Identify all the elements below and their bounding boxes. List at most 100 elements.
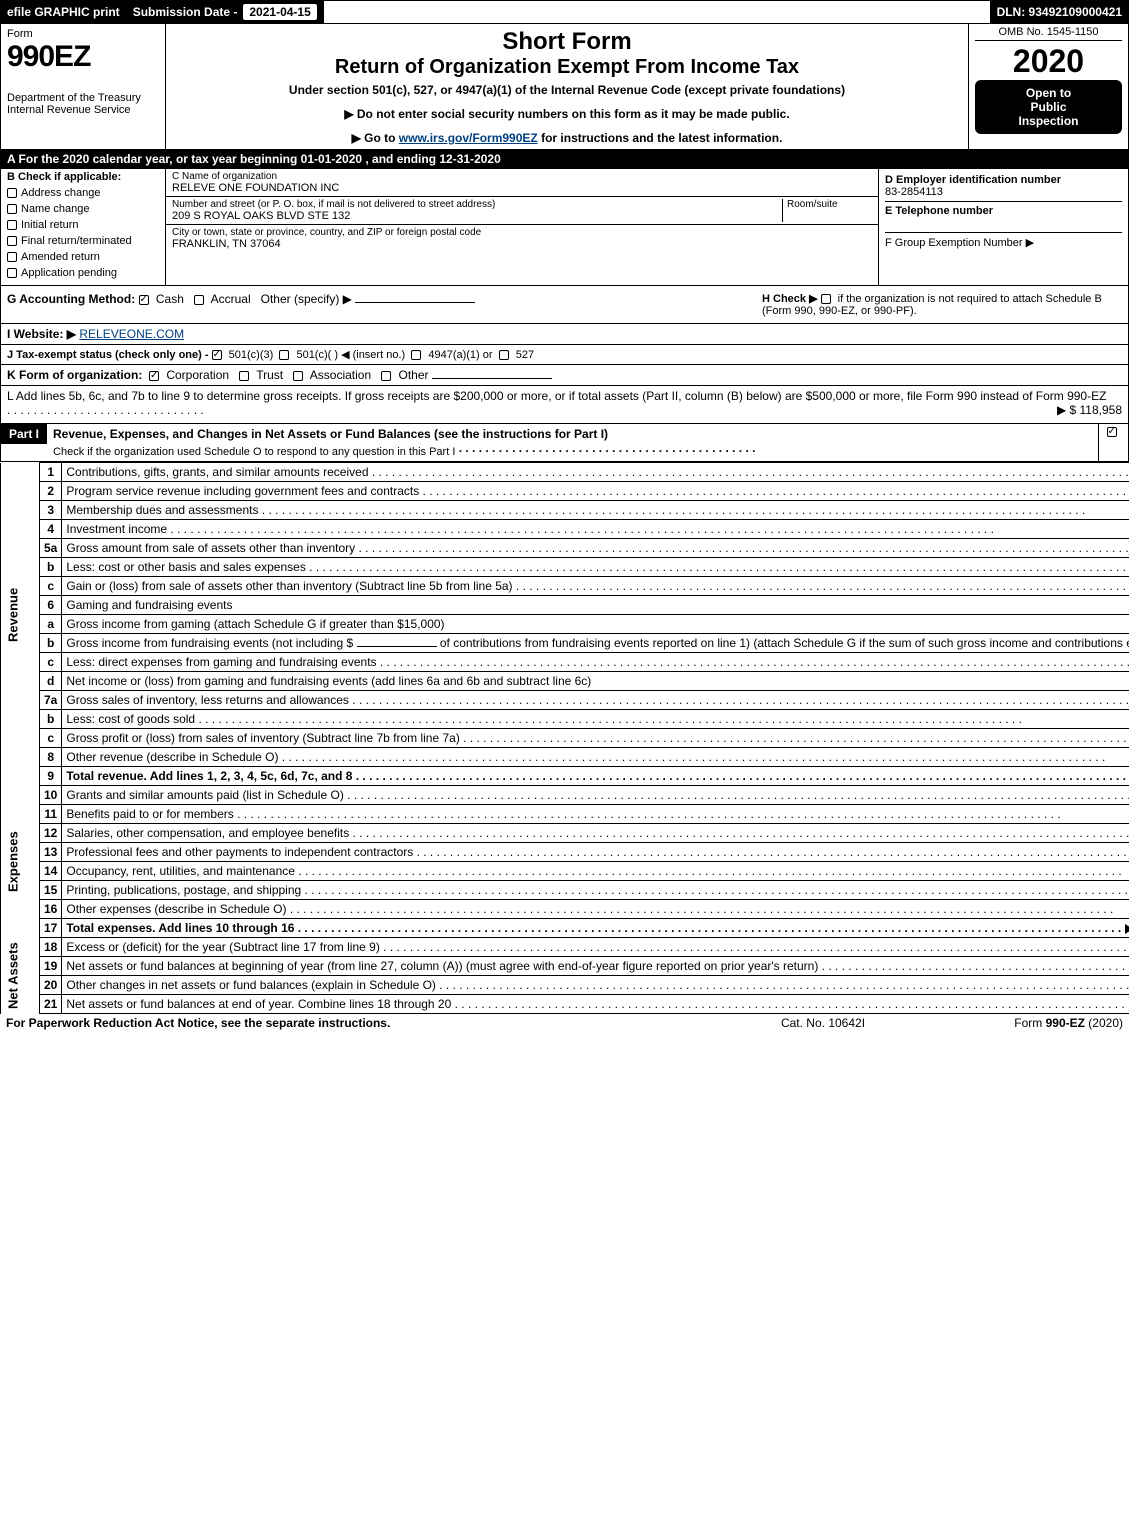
row-k: K Form of organization: Corporation Trus… <box>0 365 1129 386</box>
i-label: I Website: ▶ <box>7 327 76 341</box>
line-2-num: 2 <box>40 482 62 501</box>
row-i: I Website: ▶ RELEVEONE.COM <box>0 324 1129 345</box>
opt-address-change: Address change <box>21 187 101 199</box>
line-5b-desc: Less: cost or other basis and sales expe… <box>66 560 1129 574</box>
d-ein: 83-2854113 <box>885 186 1122 198</box>
c-city-value: FRANKLIN, TN 37064 <box>172 238 872 250</box>
form-number: 990EZ <box>7 40 159 74</box>
c-room-label: Room/suite <box>787 199 872 210</box>
inspection-l2: Public <box>979 100 1118 114</box>
line-1-num: 1 <box>40 463 62 482</box>
website-link[interactable]: RELEVEONE.COM <box>79 327 184 341</box>
under-section: Under section 501(c), 527, or 4947(a)(1)… <box>172 83 962 97</box>
c-city-label: City or town, state or province, country… <box>172 227 872 238</box>
line-2-desc: Program service revenue including govern… <box>66 484 1129 498</box>
open-to-public-box: Open to Public Inspection <box>975 80 1122 134</box>
side-label-expenses: Expenses <box>1 786 40 938</box>
line-7b-num: b <box>40 710 62 729</box>
header-middle: Short Form Return of Organization Exempt… <box>166 24 968 149</box>
checkbox-cash[interactable] <box>139 295 149 305</box>
checkbox-4947[interactable] <box>411 350 421 360</box>
form-label: Form <box>7 28 159 40</box>
goto-prefix: ▶ Go to <box>352 131 399 145</box>
checkbox-name-change[interactable] <box>7 204 17 214</box>
line-17-desc: Total expenses. Add lines 10 through 16 <box>66 921 1121 935</box>
checkbox-501c3[interactable] <box>212 350 222 360</box>
line-15-num: 15 <box>40 881 62 900</box>
header-right: OMB No. 1545-1150 2020 Open to Public In… <box>968 24 1128 149</box>
line-7a-num: 7a <box>40 691 62 710</box>
opt-amended-return: Amended return <box>21 251 100 263</box>
line-9-desc: Total revenue. Add lines 1, 2, 3, 4, 5c,… <box>66 769 1129 783</box>
line-19-num: 19 <box>40 957 62 976</box>
part-i-subtitle: Check if the organization used Schedule … <box>53 446 455 458</box>
part-i-title-wrap: Revenue, Expenses, and Changes in Net As… <box>47 424 1098 461</box>
line-6d-num: d <box>40 672 62 691</box>
e-label: E Telephone number <box>885 205 1122 217</box>
topbar-spacer <box>324 1 991 23</box>
line-18-desc: Excess or (deficit) for the year (Subtra… <box>66 940 1129 954</box>
inspection-l3: Inspection <box>979 114 1118 128</box>
irs-label: Internal Revenue Service <box>7 104 159 116</box>
line-5c-num: c <box>40 577 62 596</box>
omb-number: OMB No. 1545-1150 <box>975 26 1122 41</box>
l-text: L Add lines 5b, 6c, and 7b to line 9 to … <box>7 389 1106 403</box>
row-gh: G Accounting Method: Cash Accrual Other … <box>0 286 1129 324</box>
line-12-num: 12 <box>40 824 62 843</box>
c-street-label: Number and street (or P. O. box, if mail… <box>172 199 782 210</box>
line-8-desc: Other revenue (describe in Schedule O) <box>66 750 1105 764</box>
line-9-num: 9 <box>40 767 62 786</box>
line-7c-desc: Gross profit or (loss) from sales of inv… <box>66 731 1129 745</box>
part-i-header: Part I Revenue, Expenses, and Changes in… <box>0 424 1129 462</box>
section-b-label: B Check if applicable: <box>7 171 159 183</box>
line-14-num: 14 <box>40 862 62 881</box>
checkbox-amended-return[interactable] <box>7 252 17 262</box>
opt-name-change: Name change <box>21 203 90 215</box>
section-def: D Employer identification number 83-2854… <box>878 169 1128 285</box>
submission-date-label: Submission Date - <box>133 5 238 19</box>
c-name-label: C Name of organization <box>172 171 872 182</box>
checkbox-address-change[interactable] <box>7 188 17 198</box>
line-5a-desc: Gross amount from sale of assets other t… <box>66 541 1129 555</box>
opt-initial-return: Initial return <box>21 219 78 231</box>
irs-link[interactable]: www.irs.gov/Form990EZ <box>399 131 538 145</box>
line-8-num: 8 <box>40 748 62 767</box>
opt-final-return: Final return/terminated <box>21 235 132 247</box>
part-i-title: Revenue, Expenses, and Changes in Net As… <box>53 427 608 441</box>
j-501c3: 501(c)(3) <box>229 349 274 361</box>
g-label: G Accounting Method: <box>7 292 135 306</box>
line-6b-num: b <box>40 634 62 653</box>
line-6c-desc: Less: direct expenses from gaming and fu… <box>66 655 1129 669</box>
checkbox-schedule-b-not-required[interactable] <box>821 294 831 304</box>
checkbox-trust[interactable] <box>239 371 249 381</box>
line-13-num: 13 <box>40 843 62 862</box>
short-form-title: Short Form <box>172 28 962 56</box>
line-10-desc: Grants and similar amounts paid (list in… <box>66 788 1129 802</box>
goto-suffix: for instructions and the latest informat… <box>541 131 782 145</box>
k-assoc: Association <box>310 368 371 382</box>
line-16-num: 16 <box>40 900 62 919</box>
line-10-num: 10 <box>40 786 62 805</box>
submission-date-tag: Submission Date - 2021-04-15 <box>127 1 324 23</box>
j-label: J Tax-exempt status (check only one) - <box>7 349 212 361</box>
checkbox-application-pending[interactable] <box>7 268 17 278</box>
checkbox-501c[interactable] <box>279 350 289 360</box>
checkbox-schedule-o-used[interactable] <box>1107 427 1117 437</box>
line-6b-desc2: of contributions from fundraising events… <box>440 636 1129 650</box>
checkbox-527[interactable] <box>499 350 509 360</box>
submission-date-value: 2021-04-15 <box>243 4 316 20</box>
k-trust: Trust <box>256 368 283 382</box>
checkbox-accrual[interactable] <box>194 295 204 305</box>
checkbox-initial-return[interactable] <box>7 220 17 230</box>
checkbox-corporation[interactable] <box>149 371 159 381</box>
line-12-desc: Salaries, other compensation, and employ… <box>66 826 1129 840</box>
checkbox-association[interactable] <box>293 371 303 381</box>
checkbox-other-org[interactable] <box>381 371 391 381</box>
part-i-check-col <box>1098 424 1128 461</box>
checkbox-final-return[interactable] <box>7 236 17 246</box>
line-15-desc: Printing, publications, postage, and shi… <box>66 883 1128 897</box>
line-20-num: 20 <box>40 976 62 995</box>
line-6d-desc: Net income or (loss) from gaming and fun… <box>62 672 1129 691</box>
return-title: Return of Organization Exempt From Incom… <box>172 56 962 79</box>
privacy-note: ▶ Do not enter social security numbers o… <box>172 107 962 121</box>
